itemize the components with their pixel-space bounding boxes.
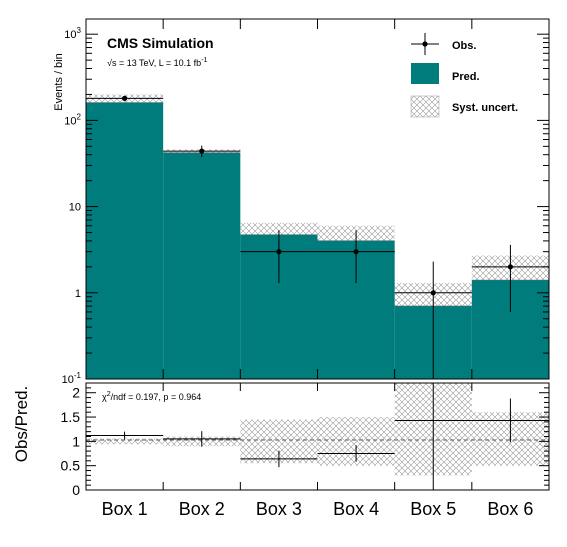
x-category-label-6: Box 6 <box>487 499 533 519</box>
ratio-tick-label-3: 1.5 <box>61 409 81 425</box>
y-tick-exp-3: 2 <box>77 112 82 121</box>
subtitle-text: √s = 13 TeV, L = 10.1 fb <box>107 58 201 68</box>
legend-obs-label: Obs. <box>452 40 476 52</box>
ratio-y-axis-label: Obs/Pred. <box>12 386 31 463</box>
legend-obs-marker <box>422 41 427 46</box>
y-tick-label-1: 1 <box>75 288 81 300</box>
y-tick-label-3: 102 <box>64 112 81 127</box>
prediction-bar-1 <box>86 103 163 379</box>
y-tick-label-2: 10 <box>69 202 81 214</box>
legend: Obs. Pred. Syst. uncert. <box>411 33 518 117</box>
main-prediction-bars <box>86 103 549 379</box>
legend-syst-label: Syst. uncert. <box>452 102 518 114</box>
x-category-label-2: Box 2 <box>179 499 225 519</box>
y-axis-label: Events / bin <box>53 53 65 110</box>
ratio-plot: 0 0.5 1 1.5 2 Obs/Pred. χ2/ndf = 0.197, p = … <box>12 383 549 498</box>
y-tick-base-4: 10 <box>64 29 76 41</box>
legend-pred-swatch <box>411 63 439 84</box>
y-tick-exp-0: -1 <box>74 371 82 380</box>
y-tick-label-4: 103 <box>64 26 81 41</box>
chart-subtitle: √s = 13 TeV, L = 10.1 fb-1 <box>107 57 208 68</box>
obs-point-6 <box>508 264 513 269</box>
chi-value-text: /ndf = 0.197, p = 0.964 <box>111 392 202 402</box>
x-category-labels: Box 1 Box 2 Box 3 Box 4 Box 5 Box 6 <box>102 499 534 519</box>
legend-pred-label: Pred. <box>452 71 480 83</box>
x-category-label-4: Box 4 <box>333 499 379 519</box>
chart-title: CMS Simulation <box>107 35 214 51</box>
ratio-annotation: χ2/ndf = 0.197, p = 0.964 <box>102 391 201 402</box>
obs-point-3 <box>276 249 281 254</box>
x-category-label-5: Box 5 <box>410 499 456 519</box>
ratio-tick-label-2: 1 <box>72 433 80 449</box>
subtitle-exponent: -1 <box>201 57 207 64</box>
obs-point-1 <box>122 96 127 101</box>
legend-syst-swatch <box>411 96 439 117</box>
prediction-bar-2 <box>163 153 240 379</box>
y-tick-exp-4: 3 <box>77 26 82 35</box>
x-category-label-1: Box 1 <box>102 499 148 519</box>
obs-point-5 <box>431 290 436 295</box>
y-tick-base-3: 10 <box>64 115 76 127</box>
x-category-label-3: Box 3 <box>256 499 302 519</box>
obs-point-2 <box>199 149 204 154</box>
ratio-tick-label-1: 0.5 <box>61 458 81 474</box>
ratio-tick-label-4: 2 <box>72 385 80 401</box>
ratio-tick-label-0: 0 <box>72 482 80 498</box>
obs-point-4 <box>353 249 358 254</box>
